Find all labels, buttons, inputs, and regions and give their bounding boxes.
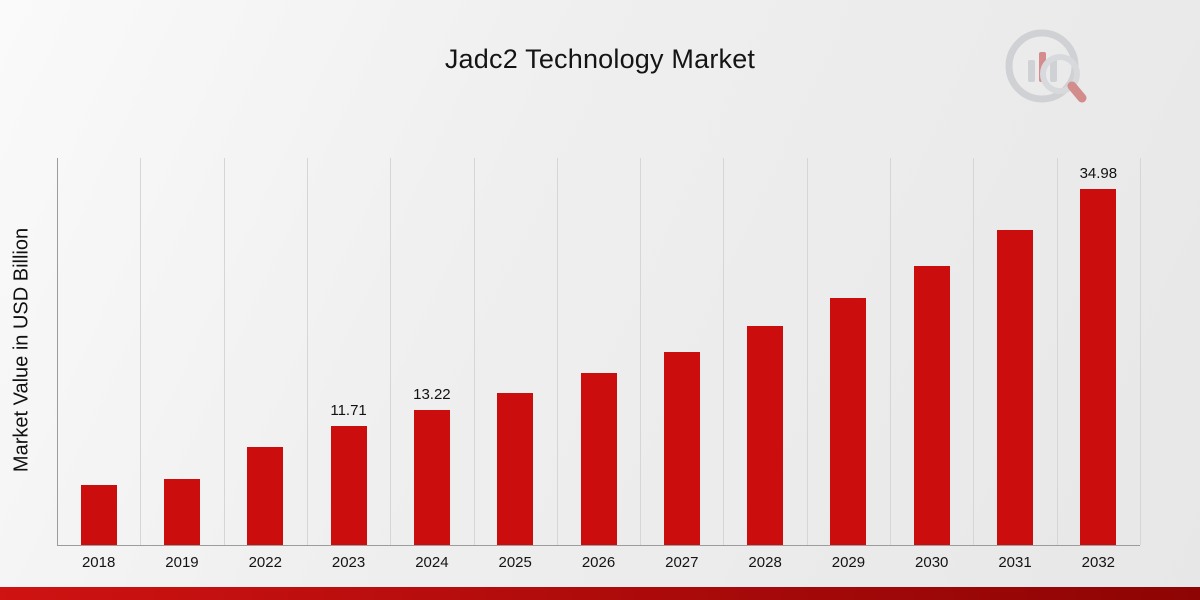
vertical-gridline <box>556 158 558 545</box>
bar-2024 <box>413 410 450 545</box>
x-axis-tick-label-2029: 2029 <box>831 554 866 571</box>
y-axis-line <box>57 158 58 545</box>
vertical-gridline <box>890 158 892 545</box>
x-axis-line <box>57 545 1140 546</box>
vertical-gridline <box>973 158 975 545</box>
bar-2018 <box>80 484 117 545</box>
vertical-gridline <box>140 158 142 545</box>
vertical-gridline <box>806 158 808 545</box>
x-axis-tick-label-2022: 2022 <box>248 554 282 571</box>
x-axis-tick-label-2024: 2024 <box>415 554 449 571</box>
y-axis-label: Market Value in USD Billion <box>10 227 33 473</box>
vertical-gridline <box>1140 158 1141 545</box>
bar-2022 <box>247 447 284 545</box>
x-axis-tick-label-2031: 2031 <box>998 554 1032 571</box>
bar-chart-plot-area: 2018 2019 2022 11.71 2023 13.22 2024 2025 2026 20… <box>57 158 1141 571</box>
chart-title: Jadc2 Technology Market <box>444 44 756 74</box>
bar-2028 <box>747 326 784 545</box>
x-axis-tick-label-2025: 2025 <box>498 554 532 571</box>
bar-2025 <box>497 393 534 545</box>
bar-value-label-2024: 13.22 <box>413 386 451 404</box>
footer-accent-bar <box>0 587 1200 600</box>
x-axis-tick-label-2023: 2023 <box>331 554 366 571</box>
vertical-gridline <box>223 158 225 545</box>
vertical-gridline <box>390 158 392 545</box>
bar-2029 <box>830 297 867 545</box>
x-axis-tick-label-2027: 2027 <box>665 554 699 571</box>
bar-2032 <box>1080 188 1117 545</box>
x-axis-tick-label-2019: 2019 <box>165 554 199 571</box>
vertical-gridline <box>1056 158 1058 545</box>
vertical-gridline <box>473 158 475 545</box>
bar-2023 <box>330 425 367 545</box>
vertical-gridline <box>306 158 308 545</box>
x-axis-tick-label-2018: 2018 <box>81 554 116 571</box>
bar-2031 <box>997 230 1034 545</box>
vertical-gridline <box>723 158 725 545</box>
x-axis-tick-label-2030: 2030 <box>915 554 949 571</box>
vertical-gridline <box>640 158 642 545</box>
x-axis-tick-label-2026: 2026 <box>581 554 616 571</box>
bar-2019 <box>163 478 200 545</box>
bar-value-label-2032: 34.98 <box>1079 164 1118 182</box>
brand-logo-icon <box>1005 29 1087 103</box>
bar-2026 <box>580 372 617 545</box>
x-axis-tick-label-2028: 2028 <box>748 554 782 571</box>
bar-2027 <box>663 351 700 545</box>
bar-value-label-2023: 11.71 <box>330 401 367 419</box>
bar-2030 <box>913 265 950 545</box>
x-axis-tick-label-2032: 2032 <box>1081 554 1116 571</box>
